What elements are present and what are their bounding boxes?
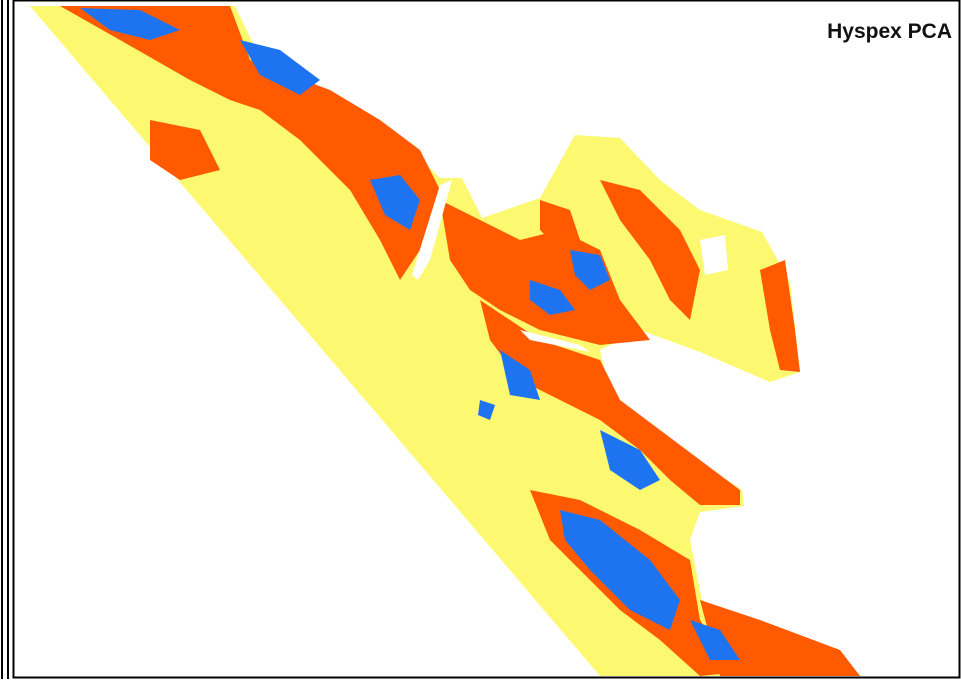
map: Hyspex PCA: [0, 0, 961, 679]
map-title: Hyspex PCA: [827, 20, 952, 43]
